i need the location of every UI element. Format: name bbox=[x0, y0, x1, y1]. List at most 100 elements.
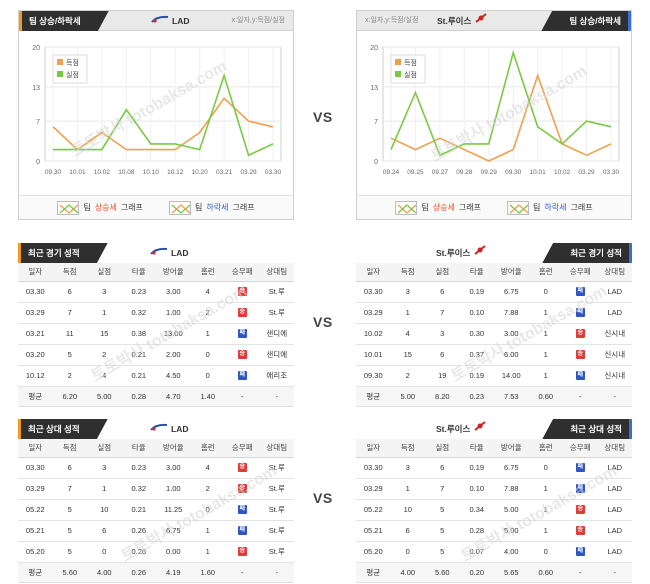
average-cell: 4.70 bbox=[156, 386, 191, 407]
column-header: 타율 bbox=[459, 263, 494, 282]
table-cell: 4 bbox=[190, 281, 225, 303]
table-cell: 5 bbox=[52, 541, 87, 563]
series-line bbox=[390, 49, 612, 157]
column-header: 득점 bbox=[52, 439, 87, 458]
table-cell: St.루 bbox=[259, 302, 294, 324]
column-header: 득점 bbox=[390, 263, 425, 282]
team-logo-icon bbox=[473, 243, 487, 263]
legend-falling: 팀 하락세 그래프 bbox=[169, 200, 255, 215]
table-cell: 6.00 bbox=[494, 344, 529, 366]
table-cell: 0 bbox=[87, 541, 122, 563]
column-header: 방어율 bbox=[156, 439, 191, 458]
table-cell: 5 bbox=[52, 499, 87, 521]
table-row: 03.29 7 1 0.32 1.00 2 승 St.루 bbox=[18, 478, 294, 500]
table-cell: 05.20 bbox=[18, 541, 53, 563]
table-row: 03.20 5 2 0.21 2.00 0 승 샌디에 bbox=[18, 344, 294, 366]
line-chart: 0 7 13 20 09.30 10.01 10.02 10.08 10.10 10.12 10.2… bbox=[32, 45, 281, 176]
table-cell: 신시내 bbox=[597, 344, 632, 366]
table-cell: 1 bbox=[528, 520, 563, 542]
x-tick-label: 10.01 bbox=[530, 169, 547, 176]
win-badge-icon: 승 bbox=[237, 463, 247, 473]
table-cell: 03.30 bbox=[356, 281, 391, 303]
line-down-icon bbox=[169, 200, 191, 215]
average-row: 평균 5.00 8.20 0.23 7.53 0.60- - bbox=[356, 386, 632, 407]
result-cell: 패 bbox=[563, 478, 598, 500]
table-cell: 1 bbox=[528, 478, 563, 500]
legend-label: 실점 bbox=[66, 70, 79, 79]
average-cell: 1.40 bbox=[190, 386, 225, 407]
y-tick-label: 7 bbox=[36, 119, 40, 126]
loss-badge-icon: 패 bbox=[237, 505, 247, 515]
table-head-row: 일자 득점 실점 타율 방어율 홈런 승무패 상대팀 bbox=[18, 439, 294, 458]
table-cell: 0.21 bbox=[121, 499, 156, 521]
table-cell: 3 bbox=[390, 281, 425, 303]
table-header: 최근 상대 성적 LAD bbox=[18, 419, 294, 439]
win-badge-icon: 승 bbox=[575, 526, 585, 536]
table-cell: 3 bbox=[425, 323, 460, 345]
result-cell: 패 bbox=[563, 541, 598, 563]
table-header: 최근 경기 성적 LAD bbox=[18, 243, 294, 263]
average-cell: - bbox=[563, 386, 598, 407]
average-cell: 5.00 bbox=[87, 386, 122, 407]
table-cell: 2.00 bbox=[156, 344, 191, 366]
result-cell: 패 bbox=[225, 520, 260, 542]
table-cell: 6.75 bbox=[494, 281, 529, 303]
legend-rising: 팀 상승세 그래프 bbox=[395, 200, 481, 215]
average-cell: - bbox=[597, 562, 632, 583]
table-cell: 2 bbox=[190, 302, 225, 324]
result-cell: 승 bbox=[563, 520, 598, 542]
table-cell: 03.29 bbox=[356, 478, 391, 500]
loss-badge-icon: 패 bbox=[575, 308, 585, 318]
table-cell: 05.21 bbox=[356, 520, 391, 542]
table-cell: 6 bbox=[425, 281, 460, 303]
table-cell: 4 bbox=[87, 365, 122, 387]
table-cell: 3.00 bbox=[156, 281, 191, 303]
result-cell: 승 bbox=[225, 302, 260, 324]
table-header: St.루이스 최근 상대 성적 bbox=[356, 419, 632, 439]
table-cell: 0 bbox=[528, 457, 563, 479]
table-cell: St.루 bbox=[259, 457, 294, 479]
table-cell: 6 bbox=[52, 457, 87, 479]
x-tick-label: 03.30 bbox=[603, 169, 620, 176]
recent-games-table-stl: 일자 득점 실점 타율 방어율 홈런 승무패 상대팀 03.30 3 6 0.19 6.75 0 패 LAD 0… bbox=[356, 263, 632, 407]
h2h-lad: 최근 상대 성적 LAD bbox=[18, 419, 294, 439]
table-cell: 1 bbox=[390, 478, 425, 500]
team-label: St.루이스 bbox=[436, 243, 487, 263]
table-cell: 10 bbox=[87, 499, 122, 521]
average-cell: - bbox=[597, 386, 632, 407]
recent-games-table-lad: 일자 득점 실점 타율 방어율 홈런 승무패 상대팀 03.30 6 3 0.23 3.00 4 승 St.루… bbox=[18, 263, 294, 407]
table-cell: 10.01 bbox=[356, 344, 391, 366]
average-cell: - bbox=[563, 562, 598, 583]
table-cell: 14.00 bbox=[494, 365, 529, 387]
table-cell: 0.19 bbox=[459, 457, 494, 479]
table-cell: 0.19 bbox=[459, 365, 494, 387]
table-cell: 03.29 bbox=[356, 302, 391, 324]
team-label: St.루이스 bbox=[437, 11, 488, 31]
table-cell: 5.00 bbox=[494, 499, 529, 521]
column-header: 일자 bbox=[356, 439, 391, 458]
average-cell: 평균 bbox=[18, 386, 53, 407]
h2h-table-stl: 일자 득점 실점 타율 방어율 홈런 승무패 상대팀 03.30 3 6 0.19 6.75 0 패 LAD 0… bbox=[356, 439, 632, 583]
team-name: LAD bbox=[172, 16, 190, 26]
vs-label: VS bbox=[313, 490, 333, 506]
table-row: 05.22 10 5 0.34 5.00 1 승 LAD bbox=[356, 499, 632, 521]
table-cell: 6 bbox=[425, 344, 460, 366]
y-tick-label: 7 bbox=[374, 119, 378, 126]
table-cell: 0.37 bbox=[459, 344, 494, 366]
table-cell: St.루 bbox=[259, 281, 294, 303]
table-cell: 2 bbox=[390, 365, 425, 387]
column-header: 실점 bbox=[425, 439, 460, 458]
table-cell: 7.88 bbox=[494, 302, 529, 324]
loss-badge-icon: 패 bbox=[237, 371, 247, 381]
series-line bbox=[390, 73, 612, 162]
table-cell: 샌디에 bbox=[259, 323, 294, 345]
average-row: 평균 5.60 4.00 0.26 4.19 1.60- - bbox=[18, 562, 294, 583]
table-row: 05.20 5 0 0.26 0.00 1 승 St.루 bbox=[18, 541, 294, 563]
team-label: LAD bbox=[150, 243, 188, 263]
chart-panel-stl: x:일자,y:득점/실점 St.루이스 팀 상승/하락세 0 7 13 20 09.24… bbox=[356, 10, 632, 220]
table-cell: 0.00 bbox=[156, 541, 191, 563]
average-cell: 0.28 bbox=[121, 386, 156, 407]
average-cell: 4.00 bbox=[390, 562, 425, 583]
x-tick-label: 03.29 bbox=[578, 169, 595, 176]
